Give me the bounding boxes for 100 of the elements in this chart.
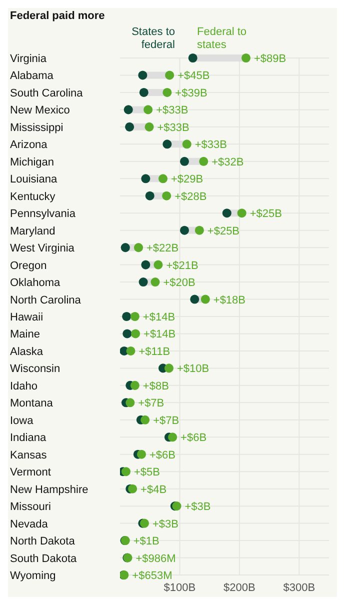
point — [150, 278, 160, 287]
annotation: +$33B — [156, 104, 188, 117]
point — [138, 70, 148, 80]
annotation: +$4B — [140, 484, 167, 496]
annotation: +$6B — [180, 432, 207, 444]
x-tick-label: $300B — [283, 582, 316, 594]
y-tick-label: Wyoming — [10, 570, 56, 582]
y-tick-label: Virginia — [10, 53, 48, 65]
point — [130, 312, 140, 322]
annotation: +$10B — [176, 363, 210, 376]
point — [199, 156, 208, 166]
y-tick-label: North Carolina — [10, 294, 82, 306]
y-tick-label: Michigan — [10, 156, 54, 168]
point — [125, 122, 134, 132]
y-tick-label: Mississippi — [10, 122, 64, 134]
annotation: +$3B — [152, 518, 178, 530]
point — [165, 70, 174, 80]
y-tick-label: Oregon — [10, 260, 47, 272]
annotation: +$33B — [194, 139, 228, 152]
annotation: +$8B — [142, 380, 169, 392]
annotation: +$1B — [133, 536, 160, 548]
y-tick-label: Oklahoma — [10, 277, 62, 290]
annotation: +$3B — [184, 501, 211, 514]
annotation: +$45B — [178, 70, 210, 82]
annotation: +$986M — [136, 552, 176, 565]
point — [130, 380, 140, 390]
annotation: +$18B — [213, 294, 246, 306]
point — [121, 467, 130, 476]
point — [190, 294, 200, 304]
point — [124, 105, 133, 114]
point — [180, 226, 190, 235]
annotation: +$7B — [138, 398, 164, 410]
point — [136, 450, 146, 459]
annotation: +$25B — [207, 225, 240, 238]
y-tick-label: Nevada — [10, 518, 49, 530]
annotation: +$7B — [153, 414, 180, 427]
x-tick-label: $200B — [224, 582, 256, 594]
point — [128, 484, 138, 494]
annotation: +$29B — [170, 174, 204, 186]
point — [200, 294, 210, 304]
annotation: +$89B — [254, 53, 286, 65]
point — [241, 53, 251, 63]
point — [120, 243, 130, 252]
annotation: +$22B — [146, 242, 179, 255]
point — [188, 53, 198, 63]
y-tick-label: Hawaii — [10, 312, 44, 324]
y-tick-label: Vermont — [10, 466, 51, 479]
annotation: +$14B — [142, 312, 176, 324]
point — [122, 329, 132, 338]
point — [237, 208, 246, 218]
annotation: +$20B — [163, 277, 196, 290]
annotation: +$28B — [174, 190, 207, 203]
y-tick-label: Montana — [10, 398, 54, 410]
y-tick-label: Kentucky — [10, 190, 56, 203]
chart-title: Federal paid more — [9, 9, 106, 22]
point — [139, 88, 148, 97]
annotation: +$6B — [149, 449, 176, 462]
point — [145, 191, 154, 200]
y-tick-label: Missouri — [10, 501, 51, 514]
point — [122, 312, 132, 322]
point — [222, 208, 232, 218]
point — [180, 156, 190, 166]
annotation: +$21B — [166, 260, 198, 272]
y-tick-label: South Dakota — [10, 552, 78, 565]
y-tick-label: South Carolina — [10, 87, 84, 100]
point — [162, 191, 172, 200]
y-tick-label: New Hampshire — [10, 484, 88, 496]
point — [126, 346, 136, 356]
point — [158, 174, 168, 184]
annotation: +$5B — [134, 466, 160, 479]
x-tick-label: $100B — [164, 582, 196, 594]
y-tick-label: Louisiana — [10, 174, 58, 186]
y-tick-label: West Virginia — [10, 242, 76, 255]
point — [162, 140, 172, 149]
point — [144, 122, 154, 132]
point — [194, 226, 204, 235]
annotation: +$11B — [138, 346, 170, 358]
annotation: +$653M — [132, 570, 172, 582]
y-tick-label: Pennsylvania — [10, 208, 76, 220]
series-label: States to federal — [130, 26, 175, 52]
point — [141, 260, 150, 270]
y-tick-label: Alabama — [10, 70, 54, 82]
point — [144, 105, 153, 114]
point — [154, 260, 163, 270]
y-tick-label: Kansas — [10, 449, 48, 462]
point — [164, 364, 174, 373]
y-tick-label: Maryland — [10, 225, 56, 238]
point — [131, 329, 140, 338]
point — [138, 278, 148, 287]
y-tick-label: Wisconsin — [10, 363, 60, 376]
y-tick-label: Maine — [10, 328, 40, 341]
point — [134, 243, 144, 252]
series-label: Federal to states — [197, 26, 248, 52]
y-tick-label: Alaska — [10, 346, 44, 358]
point — [182, 140, 192, 149]
point — [140, 415, 150, 424]
y-tick-label: Idaho — [10, 380, 38, 392]
y-tick-label: New Mexico — [10, 104, 70, 117]
point — [168, 432, 178, 442]
annotation: +$25B — [250, 208, 282, 220]
